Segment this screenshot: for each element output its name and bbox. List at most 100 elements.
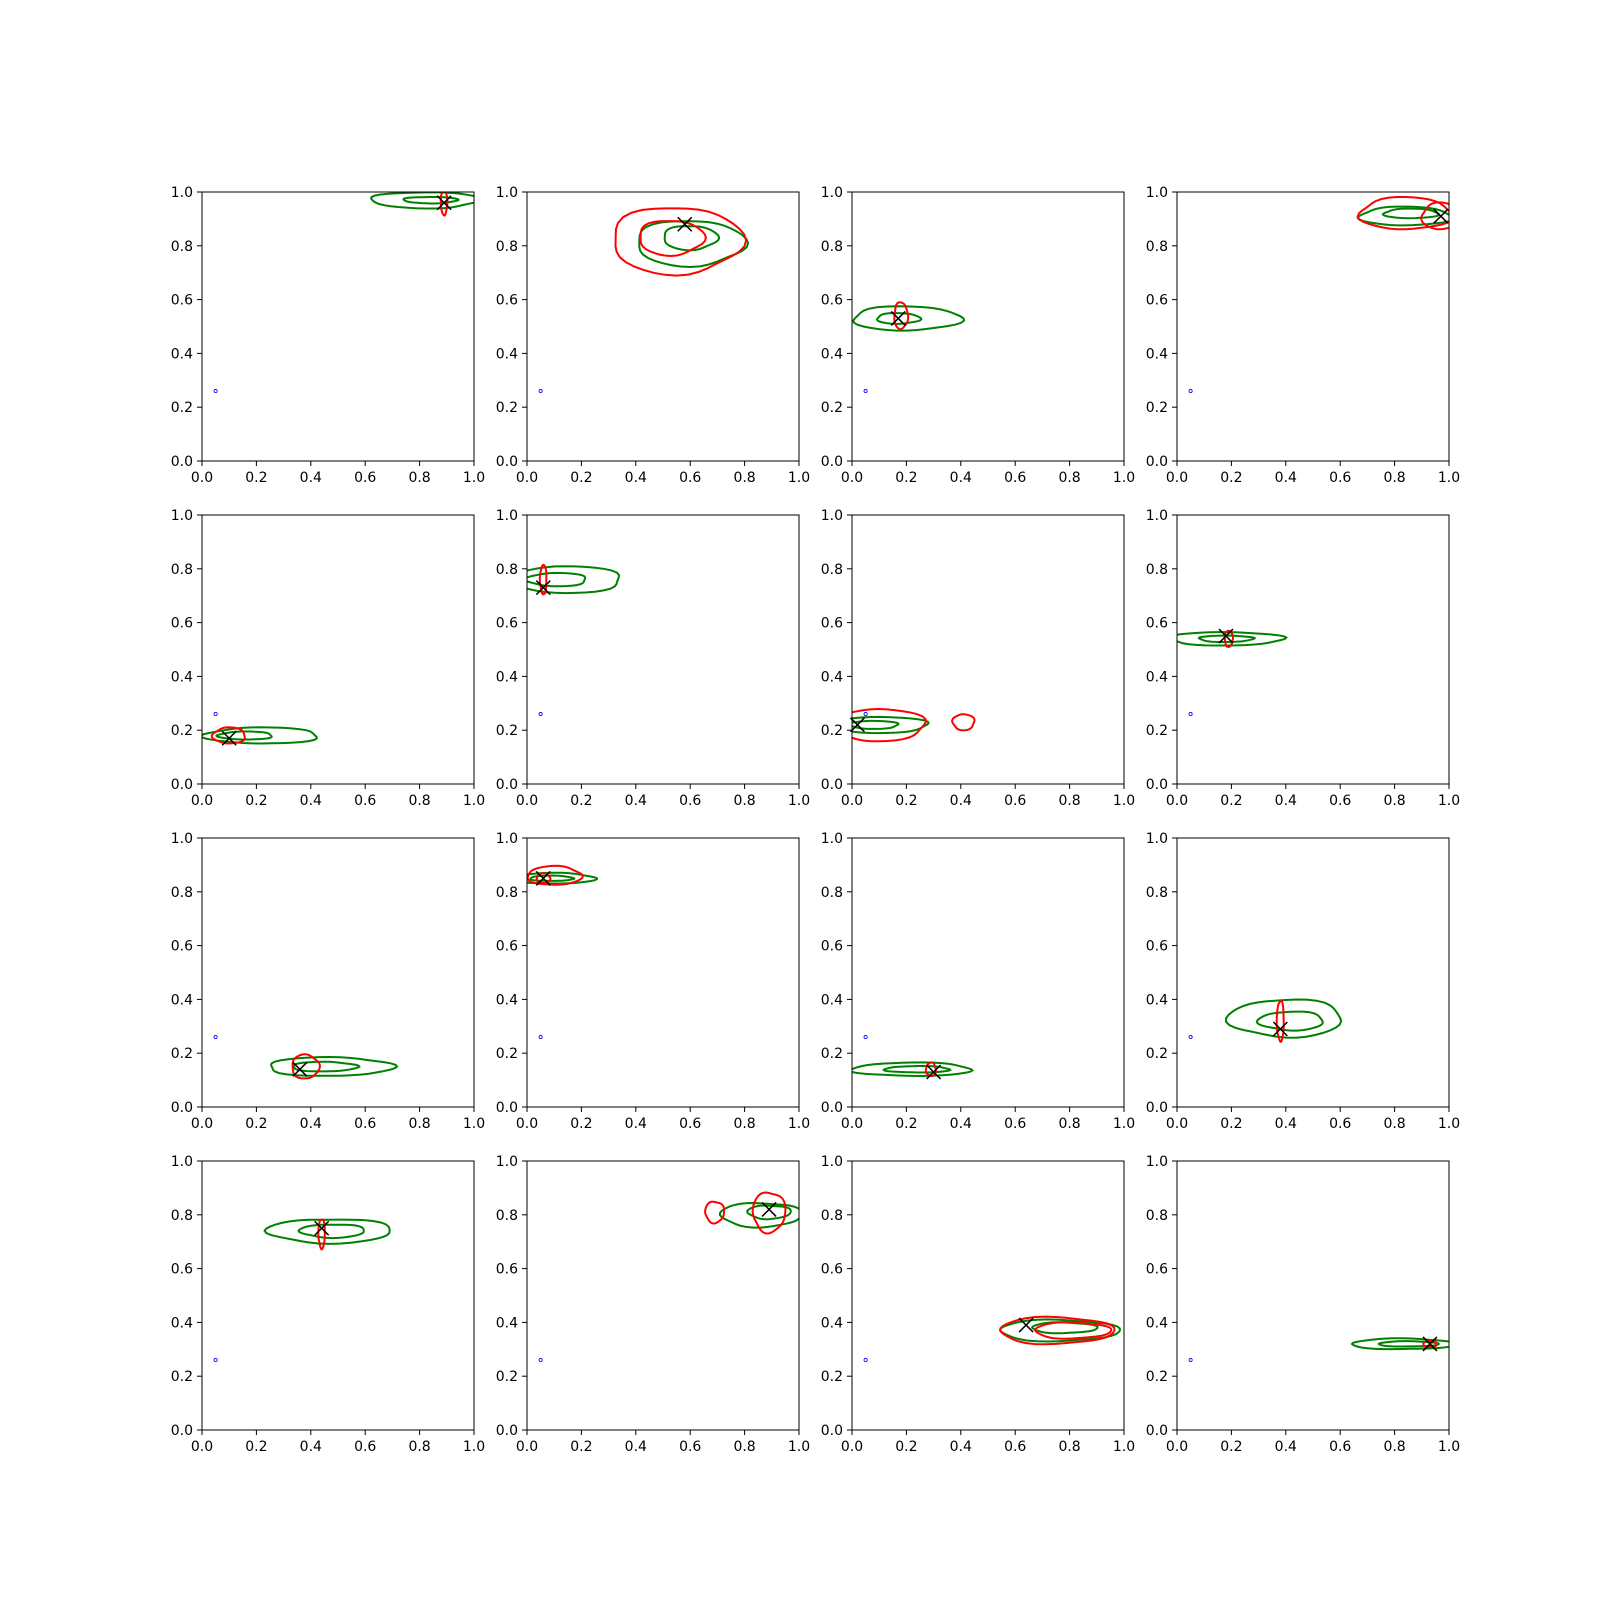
plot-area — [213, 1035, 399, 1080]
y-tick-label: 0.0 — [821, 1100, 843, 1116]
axes-frame — [851, 837, 1125, 1108]
x-tick-label: 0.4 — [950, 470, 972, 486]
x-marker — [926, 1064, 942, 1080]
y-tick-label: 0.8 — [171, 885, 193, 901]
x-marker — [535, 870, 551, 886]
y-tick-label: 0.6 — [821, 293, 843, 309]
y-tick-label: 0.4 — [1146, 992, 1168, 1008]
y-tick-label: 0.6 — [821, 939, 843, 955]
green-contour — [1356, 205, 1449, 227]
x-tick-label: 0.0 — [191, 793, 213, 809]
y-tick-label: 0.0 — [496, 777, 518, 793]
x-marker — [535, 580, 551, 596]
y-tick-label: 0.8 — [1146, 239, 1168, 255]
subplot-3: 0.0 0.2 0.4 0.6 0.8 1.0 0.0 0.2 0.4 0.6 0.8 1.0 — [821, 185, 1135, 486]
red-contour — [527, 864, 584, 886]
y-tick-label: 0.8 — [496, 239, 518, 255]
x-tick-label: 0.8 — [733, 1439, 755, 1455]
subplot-11: 0.0 0.2 0.4 0.6 0.8 1.0 0.0 0.2 0.4 0.6 0.8 1.0 — [821, 831, 1135, 1132]
red-contour — [999, 1315, 1116, 1346]
x-marker — [1422, 1336, 1438, 1352]
x-tick-label: 0.0 — [191, 1116, 213, 1132]
y-tick-label: 0.2 — [821, 723, 843, 739]
x-tick-label: 0.4 — [300, 1116, 322, 1132]
x-tick-label: 0.4 — [1275, 793, 1297, 809]
reference-point — [538, 1035, 543, 1040]
subplot-6: 0.0 0.2 0.4 0.6 0.8 1.0 0.0 0.2 0.4 0.6 0.8 1.0 — [496, 508, 810, 809]
x-tick-label: 1.0 — [463, 1439, 485, 1455]
y-tick-label: 0.6 — [496, 293, 518, 309]
x-tick-label: 0.2 — [1220, 470, 1242, 486]
x-tick-label: 1.0 — [1438, 1439, 1460, 1455]
x-tick-label: 0.6 — [1329, 1439, 1351, 1455]
red-contour — [751, 1191, 787, 1235]
x-tick-label: 0.8 — [1383, 1116, 1405, 1132]
y-tick-label: 0.0 — [1146, 1100, 1168, 1116]
green-contour — [852, 715, 930, 735]
x-tick-label: 1.0 — [1438, 793, 1460, 809]
x-tick-label: 0.2 — [1220, 1439, 1242, 1455]
y-tick-label: 0.0 — [171, 777, 193, 793]
y-tick-label: 0.2 — [171, 1369, 193, 1385]
red-contour — [538, 563, 548, 596]
reference-point — [863, 1358, 868, 1363]
subplot-9: 0.0 0.2 0.4 0.6 0.8 1.0 0.0 0.2 0.4 0.6 0.8 1.0 — [171, 831, 485, 1132]
x-tick-label: 0.2 — [895, 1439, 917, 1455]
x-tick-label: 0.0 — [1166, 793, 1188, 809]
x-tick-label: 0.0 — [516, 793, 538, 809]
red-contour — [852, 707, 927, 743]
reference-point — [1188, 389, 1193, 394]
y-tick-label: 0.6 — [496, 1262, 518, 1278]
x-marker — [436, 195, 452, 211]
red-contour — [210, 726, 246, 745]
green-contour — [270, 1055, 399, 1077]
y-tick-label: 0.6 — [171, 1262, 193, 1278]
plot-area — [1188, 196, 1449, 394]
x-tick-label: 0.6 — [679, 470, 701, 486]
y-tick-label: 0.2 — [1146, 723, 1168, 739]
x-marker — [677, 216, 693, 232]
plot-area — [1188, 1337, 1449, 1363]
y-tick-label: 0.6 — [821, 616, 843, 632]
red-contour — [1034, 1321, 1113, 1340]
reference-point — [538, 712, 543, 717]
x-tick-label: 1.0 — [788, 1116, 810, 1132]
y-tick-label: 0.0 — [171, 1100, 193, 1116]
y-tick-label: 0.4 — [1146, 669, 1168, 685]
green-contour — [529, 874, 576, 882]
x-tick-label: 0.4 — [625, 1116, 647, 1132]
axes-frame — [526, 191, 800, 462]
x-tick-label: 0.8 — [1058, 1116, 1080, 1132]
x-tick-label: 0.4 — [300, 1439, 322, 1455]
x-tick-label: 0.6 — [679, 1439, 701, 1455]
axes-frame — [851, 1160, 1125, 1431]
x-tick-label: 0.8 — [1383, 470, 1405, 486]
reference-point — [863, 389, 868, 394]
plot-area — [1188, 998, 1343, 1043]
x-tick-label: 0.6 — [354, 1439, 376, 1455]
x-tick-label: 0.0 — [841, 470, 863, 486]
subplot-1: 0.0 0.2 0.4 0.6 0.8 1.0 0.0 0.2 0.4 0.6 0.8 1.0 — [171, 185, 485, 486]
x-tick-label: 0.4 — [1275, 1116, 1297, 1132]
red-contour — [924, 1061, 937, 1078]
y-tick-label: 0.2 — [171, 1046, 193, 1062]
axes-frame — [1176, 191, 1450, 462]
y-tick-label: 0.4 — [496, 669, 518, 685]
y-tick-label: 0.0 — [496, 1423, 518, 1439]
x-tick-label: 1.0 — [788, 470, 810, 486]
reference-point — [1188, 1035, 1193, 1040]
y-tick-label: 0.8 — [821, 239, 843, 255]
y-tick-label: 0.8 — [496, 885, 518, 901]
reference-point — [863, 712, 868, 717]
x-tick-label: 0.8 — [733, 1116, 755, 1132]
axes-frame — [1176, 837, 1450, 1108]
x-tick-label: 0.8 — [1058, 470, 1080, 486]
green-contour — [527, 565, 620, 595]
x-tick-label: 0.0 — [191, 470, 213, 486]
y-tick-label: 0.0 — [1146, 454, 1168, 470]
x-tick-label: 0.0 — [516, 1439, 538, 1455]
x-tick-label: 0.8 — [408, 470, 430, 486]
y-tick-label: 0.6 — [1146, 1262, 1168, 1278]
y-tick-label: 1.0 — [496, 831, 518, 847]
subplot-7: 0.0 0.2 0.4 0.6 0.8 1.0 0.0 0.2 0.4 0.6 0.8 1.0 — [821, 508, 1135, 809]
